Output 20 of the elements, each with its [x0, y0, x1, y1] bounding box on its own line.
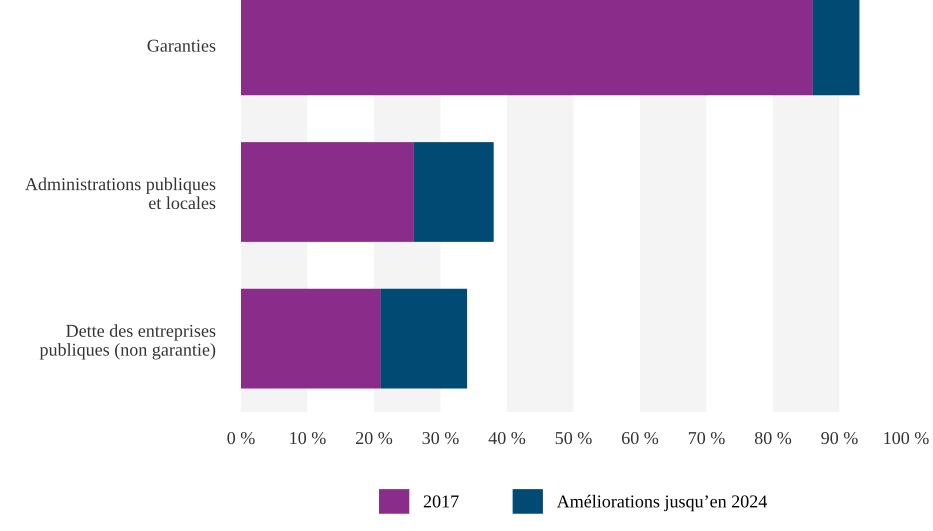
y-tick-label: Dette des entreprises publiques (non garantie) — [40, 324, 216, 360]
x-tick-label: 30 % — [422, 432, 459, 444]
x-tick-label: 70 % — [688, 432, 725, 444]
x-tick-label: 20 % — [356, 432, 392, 444]
bar — [241, 288, 381, 389]
x-tick-label: 80 % — [754, 432, 792, 444]
x-tick-label: 50 % — [556, 432, 592, 444]
x-tick-label: 0 % — [227, 432, 255, 444]
bar — [241, 142, 414, 242]
x-tick-label: 10 % — [290, 432, 326, 444]
legend-label: 2017 — [424, 495, 459, 508]
x-tick-label: 40 % — [488, 432, 526, 444]
x-tick-label: 100 % — [884, 432, 929, 444]
x-tick-label: 90 % — [821, 432, 858, 444]
bar — [414, 142, 494, 242]
x-tick-label: 60 % — [622, 432, 658, 444]
legend-label: Améliorations jusqu’en 2024 — [556, 494, 767, 512]
y-tick-label: Garanties — [148, 40, 216, 52]
bar — [380, 288, 468, 389]
y-tick-label: Administrations publiques et locales — [25, 178, 216, 210]
